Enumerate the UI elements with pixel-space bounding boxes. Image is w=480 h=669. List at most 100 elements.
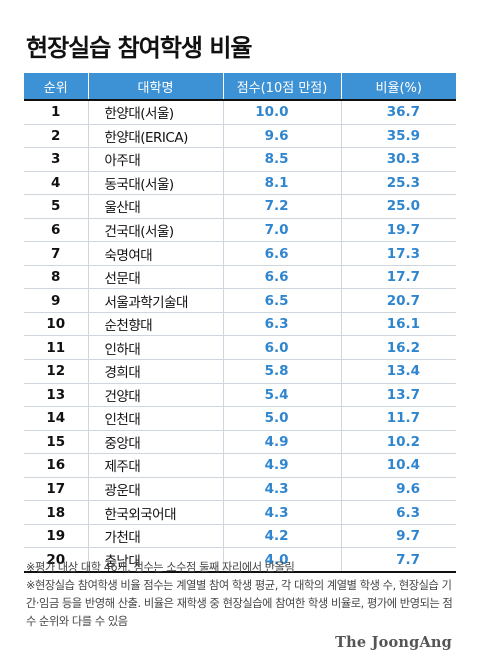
column-header-score: 점수(10점 만점) <box>223 73 342 100</box>
ratio-cell: 6.3 <box>341 500 456 525</box>
university-cell: 제주대 <box>88 453 224 478</box>
score-cell: 4.9 <box>223 430 342 455</box>
ratio-cell: 10.4 <box>341 453 456 478</box>
table-row: 5 울산대 7.2 25.0 <box>24 194 456 219</box>
ratio-cell: 13.7 <box>341 383 456 408</box>
ratio-cell: 17.7 <box>341 265 456 290</box>
score-cell: 5.0 <box>223 406 342 431</box>
table-row: 13 건양대 5.4 13.7 <box>24 383 456 408</box>
table-row: 14 인천대 5.0 11.7 <box>24 406 456 431</box>
table-row: 16 제주대 4.9 10.4 <box>24 453 456 478</box>
rank-cell: 16 <box>24 453 89 478</box>
ratio-cell: 7.7 <box>341 547 456 573</box>
score-cell: 9.6 <box>223 124 342 149</box>
university-cell: 한국외국어대 <box>88 500 224 525</box>
university-cell: 울산대 <box>88 194 224 219</box>
rank-cell: 4 <box>24 171 89 196</box>
university-cell: 중앙대 <box>88 430 224 455</box>
rank-cell: 11 <box>24 335 89 361</box>
rank-cell: 19 <box>24 524 89 549</box>
score-cell: 6.6 <box>223 241 342 266</box>
table-row: 1 한양대(서울) 10.0 36.7 <box>24 98 456 125</box>
score-cell: 6.3 <box>223 312 342 337</box>
university-cell: 숙명여대 <box>88 241 224 266</box>
score-cell: 6.0 <box>223 335 342 361</box>
university-cell: 한양대(ERICA) <box>88 124 224 149</box>
score-cell: 4.3 <box>223 500 342 525</box>
rank-cell: 15 <box>24 430 89 455</box>
rank-cell: 1 <box>24 98 89 125</box>
ratio-cell: 9.6 <box>341 477 456 502</box>
score-cell: 4.2 <box>223 524 342 549</box>
rank-cell: 13 <box>24 383 89 408</box>
university-cell: 동국대(서울) <box>88 171 224 196</box>
rank-cell: 20 <box>24 547 89 573</box>
column-header-ratio: 비율(%) <box>341 73 456 100</box>
university-cell: 건국대(서울) <box>88 218 224 243</box>
university-cell: 순천향대 <box>88 312 224 337</box>
score-cell: 4.9 <box>223 453 342 478</box>
table-row: 20 충남대 4.0 7.7 <box>24 547 456 573</box>
rank-cell: 14 <box>24 406 89 431</box>
score-cell: 4.3 <box>223 477 342 502</box>
ranking-table: 순위 대학명 점수(10점 만점) 비율(%) 1 한양대(서울) 10.0 36.7… <box>24 73 456 573</box>
table-row: 6 건국대(서울) 7.0 19.7 <box>24 218 456 243</box>
university-cell: 아주대 <box>88 147 224 172</box>
rank-cell: 7 <box>24 241 89 266</box>
ratio-cell: 10.2 <box>341 430 456 455</box>
score-cell: 6.6 <box>223 265 342 290</box>
score-cell: 7.2 <box>223 194 342 219</box>
column-header-university: 대학명 <box>88 73 224 100</box>
score-cell: 5.8 <box>223 359 342 384</box>
university-cell: 경희대 <box>88 359 224 384</box>
score-cell: 7.0 <box>223 218 342 243</box>
university-cell: 서울과학기술대 <box>88 288 224 313</box>
ratio-cell: 25.3 <box>341 171 456 196</box>
ratio-cell: 13.4 <box>341 359 456 384</box>
ratio-cell: 16.1 <box>341 312 456 337</box>
university-cell: 가천대 <box>88 524 224 549</box>
rank-cell: 18 <box>24 500 89 525</box>
score-cell: 8.5 <box>223 147 342 172</box>
chart-title: 현장실습 참여학생 비율 <box>26 34 253 62</box>
table-row: 4 동국대(서울) 8.1 25.3 <box>24 171 456 196</box>
ratio-cell: 19.7 <box>341 218 456 243</box>
ratio-cell: 30.3 <box>341 147 456 172</box>
university-cell: 인하대 <box>88 335 224 361</box>
rank-cell: 17 <box>24 477 89 502</box>
ratio-cell: 36.7 <box>341 98 456 125</box>
university-cell: 건양대 <box>88 383 224 408</box>
ratio-cell: 20.7 <box>341 288 456 313</box>
table-body: 1 한양대(서울) 10.0 36.7 2 한양대(ERICA) 9.6 35.9 3 아주대 8.… <box>24 98 456 573</box>
table-row: 7 숙명여대 6.6 17.3 <box>24 241 456 266</box>
rank-cell: 9 <box>24 288 89 313</box>
footnote-methodology: ※현장실습 참여학생 비율 점수는 계열별 참여 학생 평균, 각 대학의 계열… <box>26 579 453 628</box>
rank-cell: 8 <box>24 265 89 290</box>
score-cell: 4.0 <box>223 547 342 573</box>
university-cell: 선문대 <box>88 265 224 290</box>
university-cell: 광운대 <box>88 477 224 502</box>
ratio-cell: 25.0 <box>341 194 456 219</box>
column-header-rank: 순위 <box>24 73 89 100</box>
ratio-cell: 16.2 <box>341 335 456 361</box>
rank-cell: 3 <box>24 147 89 172</box>
university-cell: 인천대 <box>88 406 224 431</box>
rank-cell: 12 <box>24 359 89 384</box>
publisher-logo: The JoongAng <box>335 634 452 651</box>
ratio-cell: 9.7 <box>341 524 456 549</box>
score-cell: 5.4 <box>223 383 342 408</box>
footnote-evaluation: ※평가 대상 대학 46개, 점수는 소수점 둘째 자리에서 반올림 <box>26 561 295 574</box>
table-row: 17 광운대 4.3 9.6 <box>24 477 456 502</box>
university-cell: 충남대 <box>88 547 224 573</box>
ratio-cell: 35.9 <box>341 124 456 149</box>
table-row: 9 서울과학기술대 6.5 20.7 <box>24 288 456 313</box>
table-row: 15 중앙대 4.9 10.2 <box>24 430 456 455</box>
university-cell: 한양대(서울) <box>88 98 224 125</box>
table-row: 12 경희대 5.8 13.4 <box>24 359 456 384</box>
table-row: 11 인하대 6.0 16.2 <box>24 335 456 361</box>
score-cell: 10.0 <box>223 98 342 125</box>
table-header-row: 순위 대학명 점수(10점 만점) 비율(%) <box>24 73 456 100</box>
table-row: 8 선문대 6.6 17.7 <box>24 265 456 290</box>
table-row: 10 순천향대 6.3 16.1 <box>24 312 456 337</box>
rank-cell: 2 <box>24 124 89 149</box>
